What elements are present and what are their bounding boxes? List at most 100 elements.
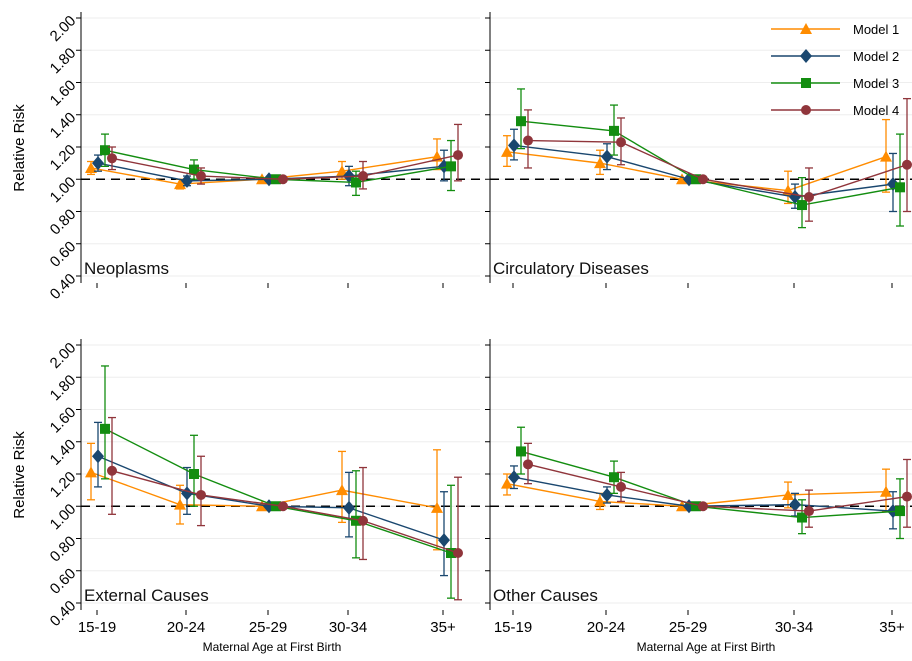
series-model-3 bbox=[516, 88, 905, 229]
y-tick-label: 0.40 bbox=[47, 270, 80, 303]
data-point bbox=[336, 165, 348, 177]
data-point bbox=[880, 150, 892, 162]
data-point bbox=[501, 477, 513, 489]
data-point bbox=[358, 171, 368, 182]
legend-label: Model 1 bbox=[853, 22, 899, 37]
x-tick-label: 25-29 bbox=[249, 619, 287, 636]
legend: Model 1 Model 2 Model 3 Model 4 bbox=[771, 22, 899, 118]
y-tick-label: 1.00 bbox=[47, 174, 80, 207]
series-model-3 bbox=[100, 365, 456, 599]
y-axis-title: Relative Risk bbox=[11, 431, 28, 519]
data-point bbox=[523, 459, 533, 470]
y-tick-label: 1.80 bbox=[47, 372, 80, 405]
y-tick-label: 1.40 bbox=[47, 109, 80, 142]
data-point bbox=[698, 501, 708, 512]
data-point bbox=[453, 548, 463, 559]
panel-title: Neoplasms bbox=[84, 259, 169, 278]
data-point bbox=[336, 484, 348, 496]
data-point bbox=[92, 449, 104, 464]
data-point bbox=[351, 515, 361, 526]
data-point bbox=[453, 150, 463, 161]
series-model-2 bbox=[92, 421, 450, 577]
panel-circulatory-diseases: Circulatory Diseases bbox=[485, 12, 912, 288]
data-point bbox=[271, 501, 281, 512]
data-point bbox=[609, 472, 619, 483]
data-point bbox=[351, 177, 361, 188]
x-tick-label: 20-24 bbox=[587, 619, 625, 636]
x-tick-label: 30-34 bbox=[329, 619, 367, 636]
y-tick-label: 1.00 bbox=[47, 501, 80, 534]
data-point bbox=[278, 501, 288, 512]
panel-title: Circulatory Diseases bbox=[493, 259, 649, 278]
y-tick-label: 0.80 bbox=[47, 206, 80, 239]
legend-marker bbox=[801, 78, 811, 88]
x-tick-label: 25-29 bbox=[669, 619, 707, 636]
y-tick-label: 0.40 bbox=[47, 597, 80, 630]
y-tick-label: 0.60 bbox=[47, 565, 80, 598]
x-tick-label: 20-24 bbox=[167, 619, 205, 636]
series-line bbox=[104, 428, 452, 554]
data-point bbox=[446, 161, 456, 172]
series-model-2 bbox=[508, 465, 899, 530]
series-model-4 bbox=[107, 416, 463, 601]
y-tick-label: 0.60 bbox=[47, 238, 80, 271]
panel-title: External Causes bbox=[84, 586, 209, 605]
legend-label: Model 2 bbox=[853, 49, 899, 64]
data-point bbox=[189, 469, 199, 479]
data-point bbox=[594, 157, 606, 169]
data-point bbox=[85, 161, 97, 173]
data-point bbox=[508, 470, 520, 485]
panel-other-causes: 15-19 20-24 25-29 30-34 35+ Other Causes bbox=[485, 339, 912, 636]
data-point bbox=[895, 182, 905, 193]
y-tick-label: 1.60 bbox=[47, 77, 80, 110]
data-point bbox=[431, 501, 443, 513]
data-point bbox=[343, 500, 355, 515]
data-point bbox=[181, 486, 193, 501]
series-model-4 bbox=[107, 123, 463, 190]
legend-item: Model 1 bbox=[771, 22, 899, 37]
data-point bbox=[880, 485, 892, 497]
data-point bbox=[196, 171, 206, 182]
y-axis-title: Relative Risk bbox=[11, 104, 28, 192]
data-point bbox=[196, 489, 206, 500]
panel-neoplasms: 0.400.600.801.001.201.401.601.802.00 Neop… bbox=[47, 12, 480, 303]
data-point bbox=[797, 512, 807, 523]
data-point bbox=[100, 145, 110, 156]
data-point bbox=[691, 501, 701, 512]
y-tick-label: 1.80 bbox=[47, 45, 80, 78]
data-point bbox=[691, 174, 701, 185]
data-point bbox=[782, 488, 794, 500]
data-point bbox=[902, 491, 912, 502]
data-point bbox=[902, 159, 912, 170]
data-point bbox=[601, 149, 613, 164]
series-model-4 bbox=[523, 442, 912, 528]
data-point bbox=[107, 153, 117, 164]
data-point bbox=[797, 200, 807, 211]
x-tick-label: 15-19 bbox=[78, 619, 116, 636]
data-point bbox=[523, 135, 533, 146]
data-point bbox=[107, 465, 117, 476]
panel-title: Other Causes bbox=[493, 586, 598, 605]
series-model-3 bbox=[516, 426, 905, 540]
series-model-3 bbox=[100, 133, 456, 197]
x-tick-label: 30-34 bbox=[775, 619, 813, 636]
data-point bbox=[516, 446, 526, 457]
legend-item: Model 2 bbox=[771, 49, 899, 64]
data-point bbox=[804, 191, 814, 202]
x-tick-label: 35+ bbox=[430, 619, 456, 636]
x-axis-title: Maternal Age at First Birth bbox=[203, 640, 342, 654]
x-axis-title: Maternal Age at First Birth bbox=[637, 640, 776, 654]
data-point bbox=[85, 466, 97, 478]
legend-label: Model 3 bbox=[853, 76, 899, 91]
y-tick-label: 1.60 bbox=[47, 404, 80, 437]
data-point bbox=[508, 138, 520, 153]
y-tick-label: 2.00 bbox=[47, 339, 80, 372]
data-point bbox=[174, 498, 186, 510]
y-tick-label: 1.20 bbox=[47, 141, 80, 174]
legend-item: Model 3 bbox=[771, 76, 899, 91]
legend-item: Model 4 bbox=[771, 103, 899, 118]
series-line bbox=[513, 144, 894, 198]
series-line bbox=[527, 463, 908, 512]
data-point bbox=[278, 174, 288, 185]
data-point bbox=[358, 515, 368, 526]
